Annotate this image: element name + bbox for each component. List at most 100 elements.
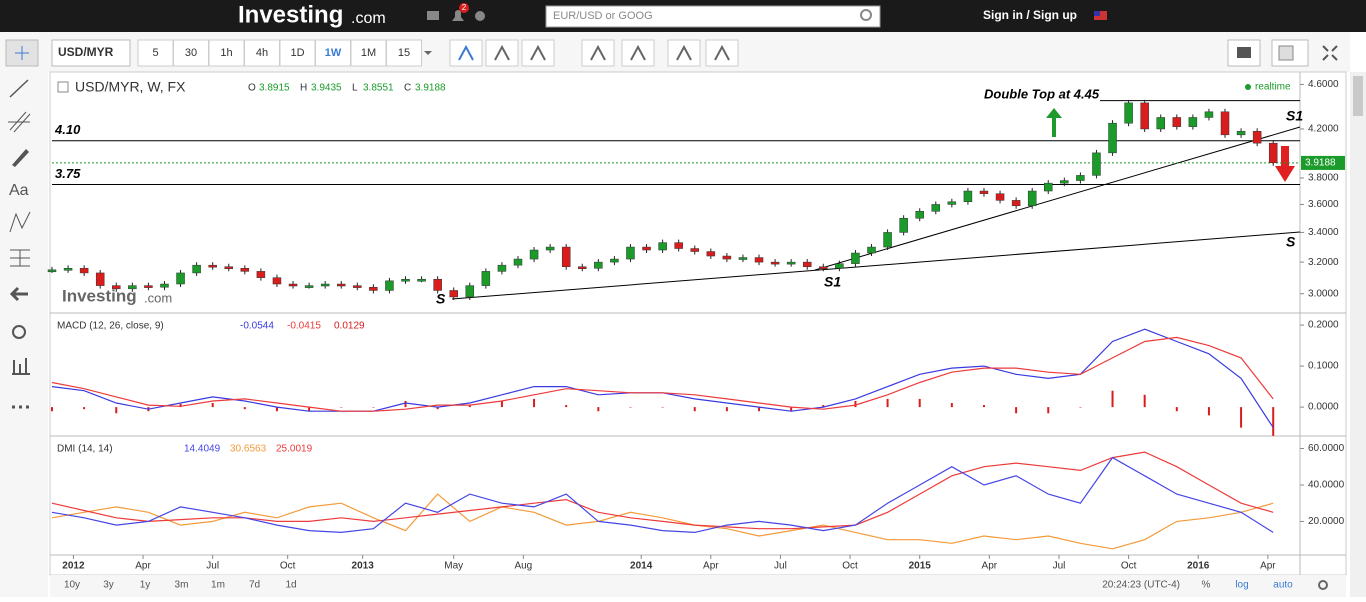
trend-line-tool[interactable]: [9, 79, 29, 98]
macd-histogram-bar: [790, 407, 793, 412]
sign-in[interactable]: Sign in / Sign up: [983, 8, 1077, 22]
macd-histogram-bar: [597, 407, 600, 412]
x-tick-label: 2015: [909, 561, 932, 572]
candle: [706, 251, 716, 257]
macd-title: MACD (12, 26, close, 9): [57, 321, 164, 332]
candle: [690, 248, 699, 252]
pattern-tool[interactable]: [9, 211, 31, 233]
range-button[interactable]: 7d: [249, 580, 260, 591]
symbol-box[interactable]: [51, 39, 131, 67]
fullscreen-button[interactable]: [1322, 45, 1338, 61]
flag-icon[interactable]: [1094, 11, 1107, 20]
candle: [320, 283, 330, 287]
macd-histogram-bar: [243, 407, 246, 410]
support-trendline: [814, 126, 1301, 271]
toolbar-button[interactable]: [621, 39, 655, 67]
ohlc-label: L: [352, 83, 358, 94]
layout-icon: [1278, 45, 1294, 61]
candle: [385, 280, 394, 291]
ohlc-value: 3.8551: [363, 83, 394, 94]
range-button[interactable]: 1m: [211, 580, 225, 591]
dmi-title: DMI (14, 14): [57, 444, 113, 455]
interval-button[interactable]: [244, 39, 280, 67]
clock: 20:24:23 (UTC-4): [1102, 580, 1180, 591]
interval-dropdown[interactable]: [424, 51, 432, 55]
briefcase-icon[interactable]: [427, 11, 439, 20]
candle: [642, 246, 651, 251]
measure-tool[interactable]: [12, 358, 30, 375]
macd-histogram-bar: [340, 407, 343, 408]
watermark-suffix: .com: [144, 290, 172, 305]
candle: [224, 266, 234, 269]
candle: [1027, 190, 1037, 207]
crosshair-icon: [15, 46, 29, 60]
clock-icon[interactable]: [475, 11, 485, 21]
range-button[interactable]: 3y: [103, 580, 114, 591]
toolbar-button[interactable]: [581, 39, 615, 67]
scrollbar[interactable]: [1350, 72, 1366, 597]
collapse-icon[interactable]: [57, 81, 69, 93]
toolbar-icon: [714, 44, 730, 61]
toolbar-icon: [458, 44, 474, 61]
fib-tool[interactable]: [10, 249, 30, 267]
macd-histogram-bar: [404, 400, 407, 408]
search-box[interactable]: [545, 5, 881, 28]
candle: [272, 277, 282, 285]
x-tick-label: Jul: [774, 561, 787, 572]
macd-histogram-bar: [1047, 407, 1050, 414]
text-tool[interactable]: Aa: [9, 182, 29, 199]
x-tick-label: Apr: [1260, 561, 1276, 572]
interval-label: 1M: [361, 47, 376, 59]
range-button[interactable]: 1d: [285, 580, 296, 591]
x-tick-label: Oct: [842, 561, 858, 572]
annotation: S1: [1286, 108, 1303, 124]
brush-tool[interactable]: [12, 149, 29, 167]
candle: [1156, 117, 1165, 130]
toolbar-button[interactable]: [705, 39, 739, 67]
candle: [915, 211, 924, 219]
scale-option[interactable]: auto: [1273, 580, 1293, 591]
y-tick-label: 3.0000: [1308, 288, 1339, 299]
logo[interactable]: Investing: [238, 1, 343, 28]
scale-option[interactable]: log: [1235, 580, 1248, 591]
annotation: S1: [824, 274, 841, 290]
scale-option[interactable]: %: [1202, 580, 1211, 591]
candle: [819, 266, 828, 269]
back-tool[interactable]: [9, 286, 28, 302]
toolbar-button[interactable]: [449, 39, 483, 67]
toolbar-button[interactable]: [485, 39, 519, 67]
settings-icon[interactable]: [1318, 580, 1328, 590]
candle: [883, 232, 892, 248]
range-button[interactable]: 10y: [64, 580, 80, 591]
candle: [240, 268, 250, 272]
macd-histogram-bar: [275, 407, 278, 412]
candle: [786, 261, 796, 265]
y-tick-label: 3.8000: [1308, 173, 1339, 184]
ohlc-label: O: [248, 83, 256, 94]
candle: [160, 283, 169, 288]
x-tick-label: Apr: [135, 561, 151, 572]
interval-button[interactable]: [208, 39, 245, 67]
toolbar-button[interactable]: [521, 39, 555, 67]
bell-icon[interactable]: [452, 10, 464, 21]
dmi-legend-value: 30.6563: [230, 444, 267, 455]
toolbar-icon: [630, 44, 646, 61]
zoom-tool[interactable]: [12, 325, 26, 339]
crosshair-tool[interactable]: [5, 39, 39, 67]
scrollbar-thumb[interactable]: [1353, 76, 1363, 116]
range-button[interactable]: 3m: [175, 580, 189, 591]
macd-histogram-bar: [886, 398, 889, 408]
interval-button[interactable]: [386, 39, 422, 67]
dmi-legend-value: 25.0019: [276, 444, 313, 455]
pitchfork-tool[interactable]: [8, 111, 31, 133]
range-button[interactable]: 1y: [140, 580, 151, 591]
search-icon[interactable]: [860, 9, 872, 21]
candle: [1268, 142, 1278, 164]
bottom-bar: [50, 575, 1346, 597]
toolbar-button[interactable]: [667, 39, 701, 67]
candle: [1188, 117, 1198, 127]
toolbar-icon: [530, 44, 546, 61]
candle: [63, 268, 73, 271]
ohlc-value: 3.8915: [259, 83, 290, 94]
